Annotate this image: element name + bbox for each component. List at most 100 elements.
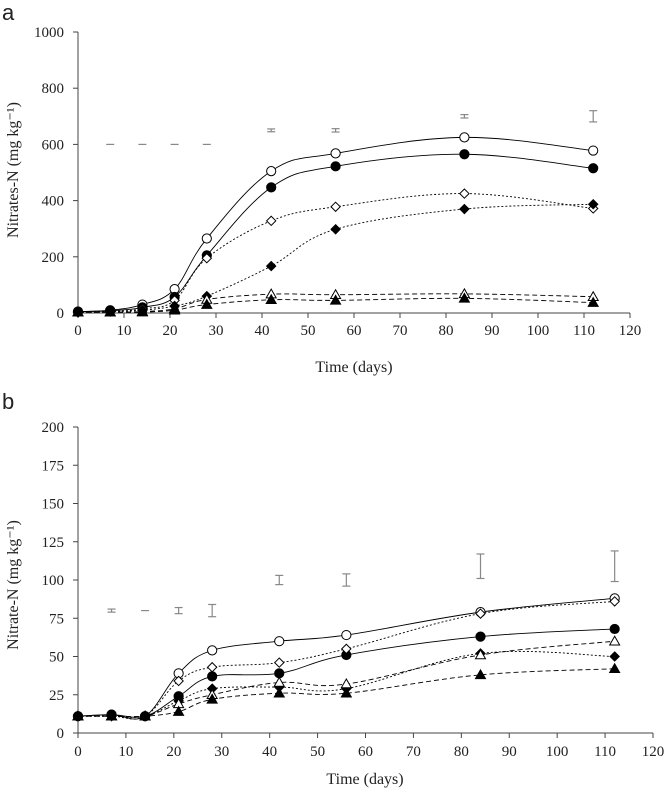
panel-b-x-tick-label: 40: [262, 744, 277, 760]
panel-a-point-open-diamond: [330, 201, 341, 213]
panel-b-x-tick-label: 110: [594, 744, 616, 760]
panel-a-x-tick-label: 40: [255, 323, 270, 339]
panel-a-y-axis-title: Nitrates-N (mg kg⁻¹): [5, 102, 22, 238]
panel-a-y-tick-label: 0: [57, 306, 65, 322]
panel-a-point-filled-circle: [588, 163, 599, 174]
panel-b-series-line-filled-triangle: [78, 668, 615, 717]
panel-a-point-open-diamond: [201, 252, 213, 264]
panel-b-point-open-diamond: [341, 643, 352, 655]
panel-b-point-filled-diamond: [609, 651, 620, 662]
panel-a-x-tick-label: 30: [209, 323, 224, 339]
panel-a-point-open-circle: [459, 132, 470, 143]
panel-b-x-tick-label: 0: [74, 744, 82, 760]
panel-a-label: a: [2, 0, 15, 25]
panel-b-x-tick-label: 30: [214, 744, 229, 760]
panel-a: a 0 10 20 30 40 50 60 70 80 90 100 110 120 0 200 400 600…: [2, 0, 641, 376]
panel-b-point-filled-triangle: [72, 710, 84, 721]
panel-a-series-markers-filled-triangle: [72, 292, 600, 317]
panel-b-x-tick-label: 90: [502, 744, 517, 760]
panel-a-point-filled-diamond: [587, 198, 599, 210]
panel-a-y-tick-label: 1000: [34, 25, 64, 41]
panel-a-y-tick-label: 800: [42, 81, 65, 97]
panel-a-x-tick-label: 100: [527, 323, 550, 339]
panel-a-series-line-filled-diamond: [77, 203, 594, 313]
panel-b-point-filled-triangle: [139, 710, 151, 721]
panel-b-series-line-open-diamond: [78, 600, 615, 720]
panel-b: b 0 10 20 30 40 50 60 70 80 90 100 110 120 0 25 50 75 100…: [2, 389, 664, 788]
panel-b-point-filled-triangle: [105, 710, 118, 721]
panel-a-point-open-diamond: [459, 188, 470, 199]
panel-b-x-tick-label: 80: [454, 744, 469, 760]
panel-b-error-bar: [275, 574, 284, 586]
panel-a-error-bar: [589, 110, 598, 123]
panel-b-point-open-circle: [207, 645, 218, 656]
panel-a-x-tick-label: 90: [485, 323, 500, 339]
panel-b-point-filled-circle: [609, 623, 620, 635]
panel-a-point-filled-triangle: [265, 293, 278, 305]
panel-a-point-filled-triangle: [136, 306, 149, 317]
panel-a-point-filled-triangle: [458, 292, 471, 303]
panel-a-point-filled-triangle: [587, 296, 600, 307]
panel-a-point-open-circle: [330, 148, 341, 159]
panel-a-point-filled-diamond: [459, 203, 470, 215]
panel-a-x-axis-title: Time (days): [315, 359, 392, 376]
panel-b-point-open-diamond: [475, 608, 486, 619]
panel-a-error-bar: [267, 128, 276, 133]
panel-b-y-tick-label: 25: [49, 688, 64, 704]
panel-b-point-filled-triangle: [206, 693, 219, 704]
panel-b-x-tick-label: 100: [546, 744, 569, 760]
panel-b-point-open-diamond: [206, 661, 218, 673]
panel-a-x-tick-label: 10: [117, 323, 132, 339]
panel-b-y-tick-label: 175: [42, 458, 65, 474]
panel-a-point-filled-triangle: [329, 294, 342, 305]
panel-b-y-tick-label: 75: [49, 611, 64, 627]
panel-a-point-filled-triangle: [72, 306, 84, 317]
panel-a-y-tick-label: 200: [42, 250, 65, 266]
panel-b-point-open-diamond: [609, 596, 620, 607]
panel-b-point-open-circle: [274, 636, 285, 647]
panel-b-point-filled-triangle: [474, 668, 487, 680]
panel-b-y-tick-label: 0: [57, 726, 65, 742]
panel-b-point-open-circle: [341, 629, 352, 641]
panel-b-y-tick-label: 125: [42, 535, 65, 551]
panel-b-y-tick-label: 150: [42, 497, 65, 513]
panel-b-error-bar: [107, 608, 116, 613]
panel-b-point-filled-triangle: [340, 687, 353, 698]
panel-b-point-open-diamond: [173, 675, 184, 687]
panel-b-x-tick-label: 10: [118, 744, 133, 760]
panel-a-y-tick-label: 600: [42, 137, 65, 153]
panel-b-series-markers-filled-triangle: [72, 662, 621, 721]
panel-b-x-tick-label: 120: [642, 744, 664, 760]
panel-a-y-tick-label: 400: [42, 194, 65, 210]
panel-a-point-filled-circle: [459, 149, 470, 160]
panel-b-point-filled-triangle: [172, 705, 185, 716]
panel-b-point-open-triangle: [474, 648, 487, 660]
panel-a-x-tick-label: 70: [393, 323, 408, 339]
panel-b-y-tick-label: 200: [42, 420, 65, 436]
panel-a-x-tick-label: 0: [74, 323, 82, 339]
panel-b-point-filled-triangle: [608, 662, 621, 673]
panel-a-error-bar: [331, 128, 340, 133]
panel-b-error-bar: [342, 573, 351, 587]
panel-a-x-tick-label: 60: [347, 323, 362, 339]
panel-a-error-bar: [460, 114, 469, 119]
panel-b-y-axis-title: Nitrate-N (mg kg⁻¹): [5, 520, 22, 650]
panel-b-x-tick-label: 20: [166, 744, 181, 760]
panel-b-error-bar: [208, 603, 217, 618]
panel-b-point-filled-circle: [475, 631, 486, 642]
panel-b-error-bar: [476, 553, 485, 580]
panel-b-point-filled-circle: [207, 671, 218, 682]
panel-a-x-tick-label: 80: [439, 323, 454, 339]
panel-b-y-tick-label: 50: [49, 650, 64, 666]
panel-a-point-filled-diamond: [265, 260, 277, 272]
panel-a-point-filled-circle: [266, 182, 277, 193]
panel-b-y-tick-label: 100: [42, 573, 65, 589]
panel-a-point-filled-diamond: [330, 223, 341, 235]
panel-a-point-open-circle: [266, 165, 277, 177]
panel-a-x-tick-label: 120: [619, 323, 642, 339]
panel-a-point-filled-triangle: [104, 306, 117, 317]
panel-a-point-filled-triangle: [168, 304, 181, 315]
panel-a-x-tick-label: 50: [301, 323, 316, 339]
panel-b-point-filled-triangle: [273, 687, 286, 698]
